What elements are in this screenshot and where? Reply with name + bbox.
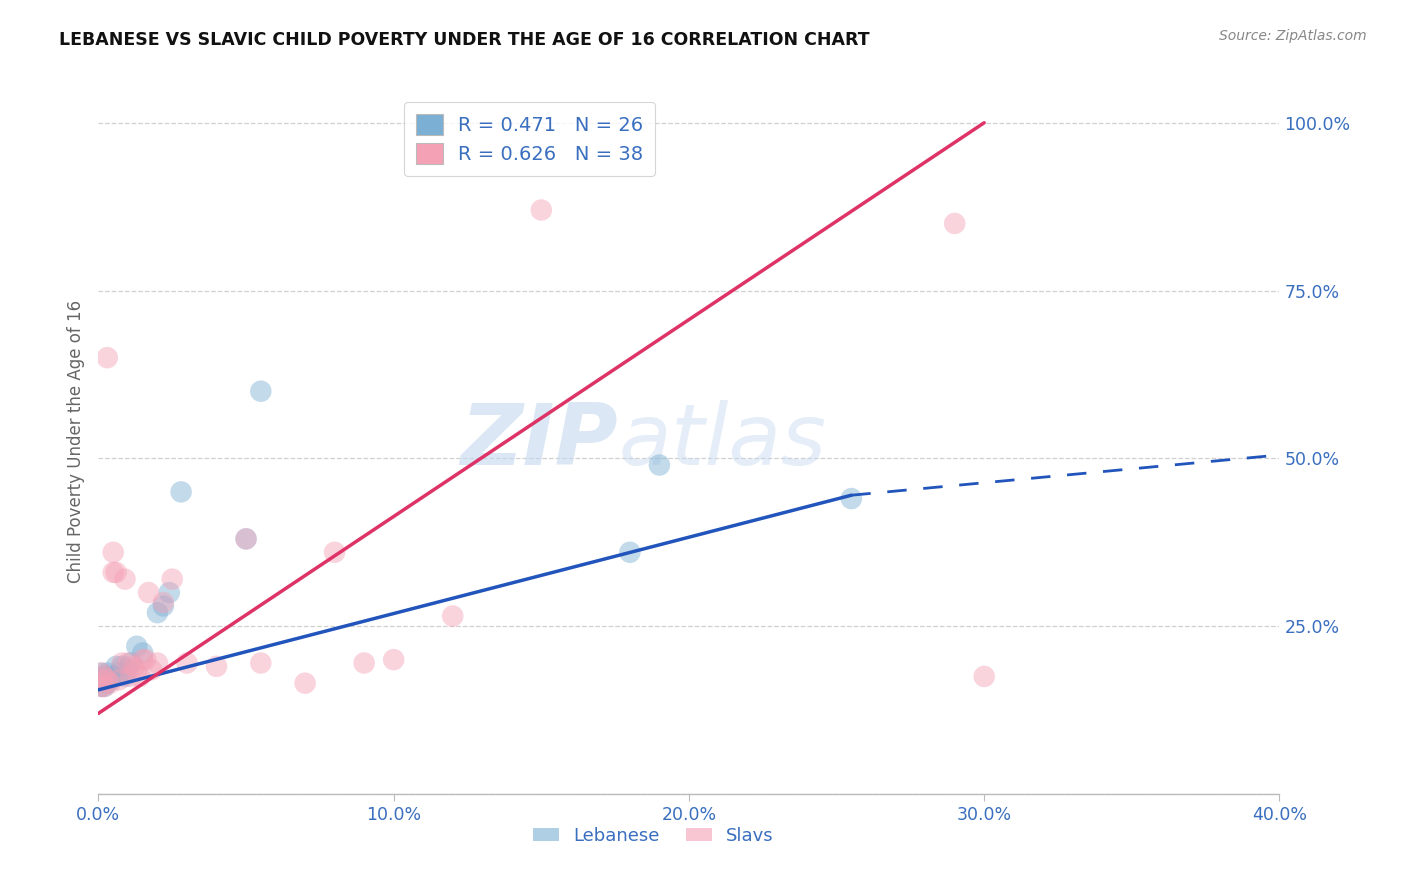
Point xyxy=(250,656,273,670)
Point xyxy=(98,673,121,687)
Point xyxy=(162,572,183,586)
Point xyxy=(117,656,139,670)
Point xyxy=(96,666,118,681)
Point xyxy=(943,216,966,230)
Point xyxy=(146,656,169,670)
Point xyxy=(441,609,464,624)
Point xyxy=(170,484,193,499)
Point xyxy=(90,673,112,687)
Point xyxy=(135,653,157,667)
Text: LEBANESE VS SLAVIC CHILD POVERTY UNDER THE AGE OF 16 CORRELATION CHART: LEBANESE VS SLAVIC CHILD POVERTY UNDER T… xyxy=(59,31,870,49)
Point xyxy=(841,491,863,506)
Point xyxy=(353,656,375,670)
Point xyxy=(648,458,671,472)
Point xyxy=(530,202,553,217)
Text: atlas: atlas xyxy=(619,400,827,483)
Point xyxy=(103,566,125,580)
Point xyxy=(382,653,405,667)
Point xyxy=(114,669,136,683)
Point xyxy=(294,676,316,690)
Point xyxy=(105,566,128,580)
Point xyxy=(141,663,163,677)
Point xyxy=(105,659,128,673)
Point xyxy=(90,673,112,687)
Point xyxy=(128,669,150,683)
Point xyxy=(108,666,131,681)
Point xyxy=(114,572,136,586)
Point xyxy=(125,663,148,677)
Point xyxy=(96,676,118,690)
Point xyxy=(323,545,346,559)
Point xyxy=(205,659,228,673)
Point xyxy=(96,673,118,687)
Point xyxy=(90,680,112,694)
Point xyxy=(157,585,180,599)
Point xyxy=(108,673,131,687)
Point xyxy=(117,663,139,677)
Point xyxy=(176,656,198,670)
Point xyxy=(619,545,641,559)
Point xyxy=(93,669,115,683)
Point xyxy=(250,384,273,399)
Point xyxy=(120,669,142,683)
Point xyxy=(98,676,121,690)
Point xyxy=(96,351,118,365)
Point xyxy=(90,666,112,681)
Point xyxy=(93,669,115,683)
Point xyxy=(146,606,169,620)
Point xyxy=(152,599,174,613)
Point xyxy=(973,669,995,683)
Point xyxy=(103,545,125,559)
Point xyxy=(93,680,115,694)
Text: Source: ZipAtlas.com: Source: ZipAtlas.com xyxy=(1219,29,1367,43)
Text: ZIP: ZIP xyxy=(460,400,619,483)
Point xyxy=(125,639,148,653)
Point xyxy=(132,653,155,667)
Point xyxy=(111,659,134,673)
Point xyxy=(90,680,112,694)
Legend: Lebanese, Slavs: Lebanese, Slavs xyxy=(526,820,780,852)
Point xyxy=(90,666,112,681)
Y-axis label: Child Poverty Under the Age of 16: Child Poverty Under the Age of 16 xyxy=(66,300,84,583)
Point xyxy=(111,656,134,670)
Point xyxy=(103,669,125,683)
Point xyxy=(122,659,145,673)
Point xyxy=(132,646,155,660)
Point xyxy=(120,656,142,670)
Point xyxy=(235,532,257,546)
Point xyxy=(93,680,115,694)
Point xyxy=(235,532,257,546)
Point xyxy=(138,585,160,599)
Point xyxy=(152,596,174,610)
